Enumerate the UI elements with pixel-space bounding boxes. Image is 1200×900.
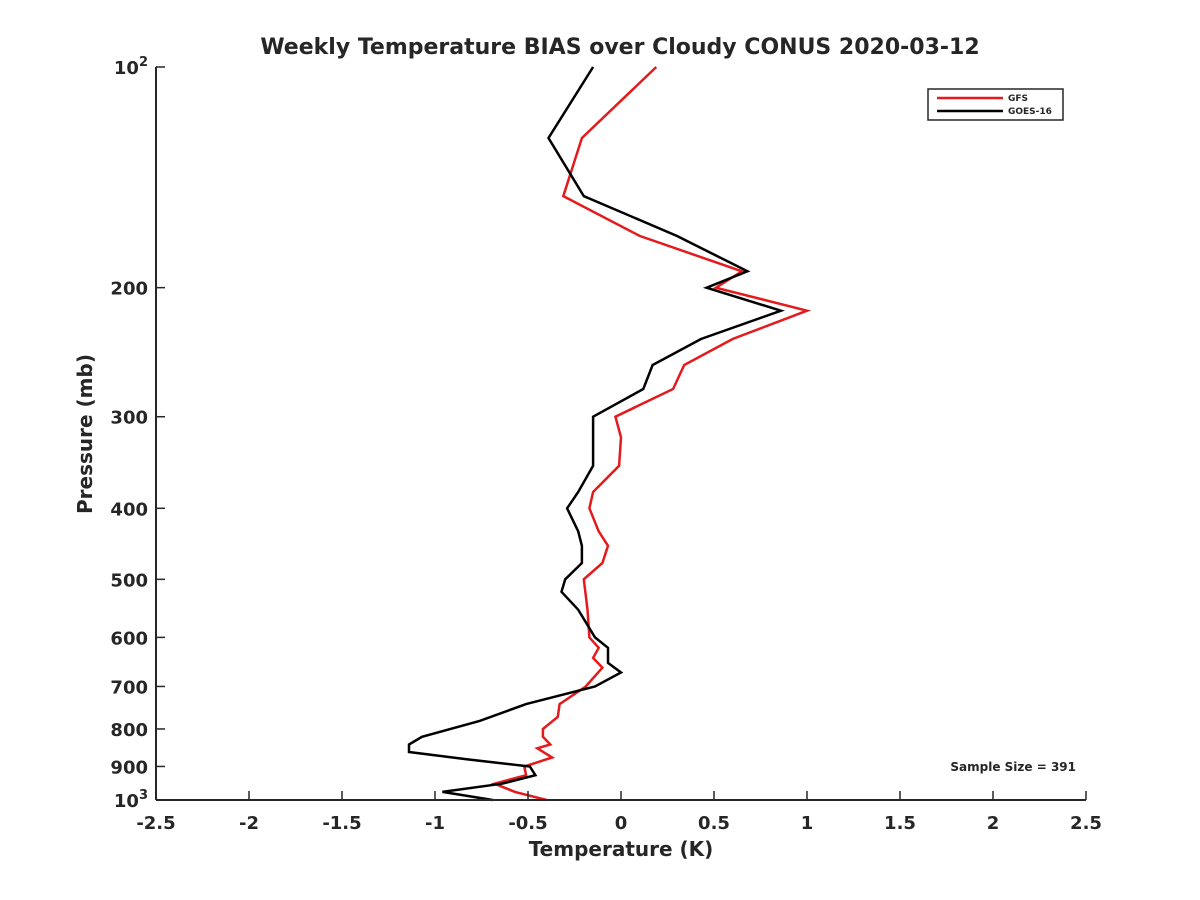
x-tick-label: -2 [239, 813, 259, 834]
x-tick-label: 0 [615, 813, 628, 834]
legend: GFS GOES-16 [927, 88, 1064, 121]
y-tick-label: 102 [114, 55, 148, 79]
y-tick-label: 800 [110, 720, 148, 741]
y-tick-label: 300 [110, 408, 148, 429]
legend-label: GOES-16 [1008, 107, 1052, 117]
x-tick-label: -1 [425, 813, 445, 834]
x-tick-label: -0.5 [508, 813, 547, 834]
series-line-gfs [490, 66, 812, 802]
sample-size-annotation: Sample Size = 391 [950, 760, 1076, 774]
series-layer [407, 66, 812, 802]
y-tick-label: 700 [110, 677, 148, 698]
x-ticks: -2.5 -2 -1.5 -1 -0.5 0 0.5 1 1.5 2 2.5 [136, 791, 1102, 834]
chart-title: Weekly Temperature BIAS over Cloudy CONU… [260, 35, 979, 60]
x-tick-label: 1 [801, 813, 814, 834]
series-line-goes-16 [407, 66, 785, 802]
x-tick-label: 1.5 [884, 813, 916, 834]
y-tick-label: 500 [110, 570, 148, 591]
y-tick-label: 600 [110, 628, 148, 649]
x-tick-label: 2 [987, 813, 1000, 834]
x-tick-label: 2.5 [1070, 813, 1102, 834]
x-tick-label: -1.5 [322, 813, 361, 834]
y-tick-label: 103 [114, 788, 148, 812]
y-axis-label: Pressure (mb) [73, 354, 97, 514]
y-tick-label: 200 [110, 279, 148, 300]
x-tick-label: -2.5 [136, 813, 175, 834]
x-tick-label: 0.5 [698, 813, 730, 834]
y-tick-label: 900 [110, 757, 148, 778]
legend-label: GFS [1008, 94, 1028, 104]
x-axis-label: Temperature (K) [529, 837, 714, 861]
legend-box [927, 88, 1064, 121]
y-ticks: 102 200 300 400 500 600 700 800 900 103 [110, 55, 165, 812]
y-tick-label: 400 [110, 499, 148, 520]
